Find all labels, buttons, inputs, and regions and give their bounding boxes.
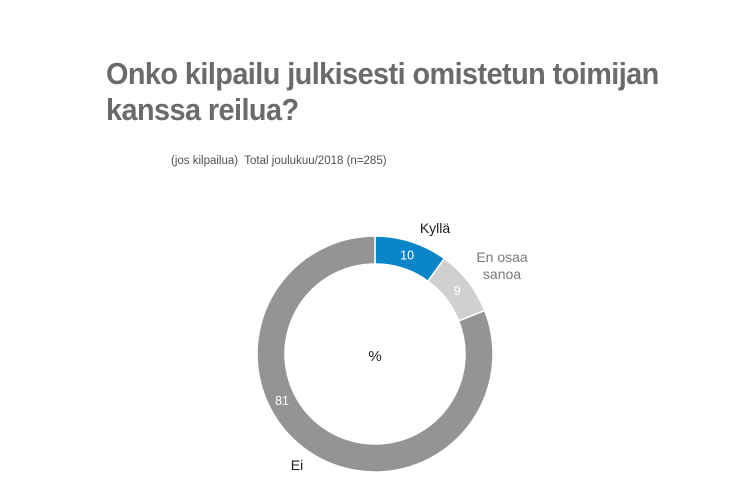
- donut-slice-value-2: 81: [275, 394, 289, 408]
- donut-center-label: %: [368, 348, 381, 365]
- donut-slice-label-1: En osaa sanoa: [476, 249, 528, 282]
- donut-labels: 10 Kyllä 9 En osaa sanoa 81 Ei: [275, 220, 528, 473]
- donut-slice-value-1: 9: [454, 284, 461, 298]
- chart-title: Onko kilpailu julkisesti omistetun toimi…: [106, 56, 659, 127]
- donut-slices: [256, 235, 494, 473]
- donut-slice-value-0: 10: [400, 249, 414, 263]
- donut-slice-label-2: Ei: [291, 457, 303, 473]
- chart-subtitle: (jos kilpailua) Total joulukuu/2018 (n=2…: [171, 155, 387, 167]
- donut-slice-2: [256, 235, 494, 473]
- donut-slice-label-0: Kyllä: [420, 220, 451, 236]
